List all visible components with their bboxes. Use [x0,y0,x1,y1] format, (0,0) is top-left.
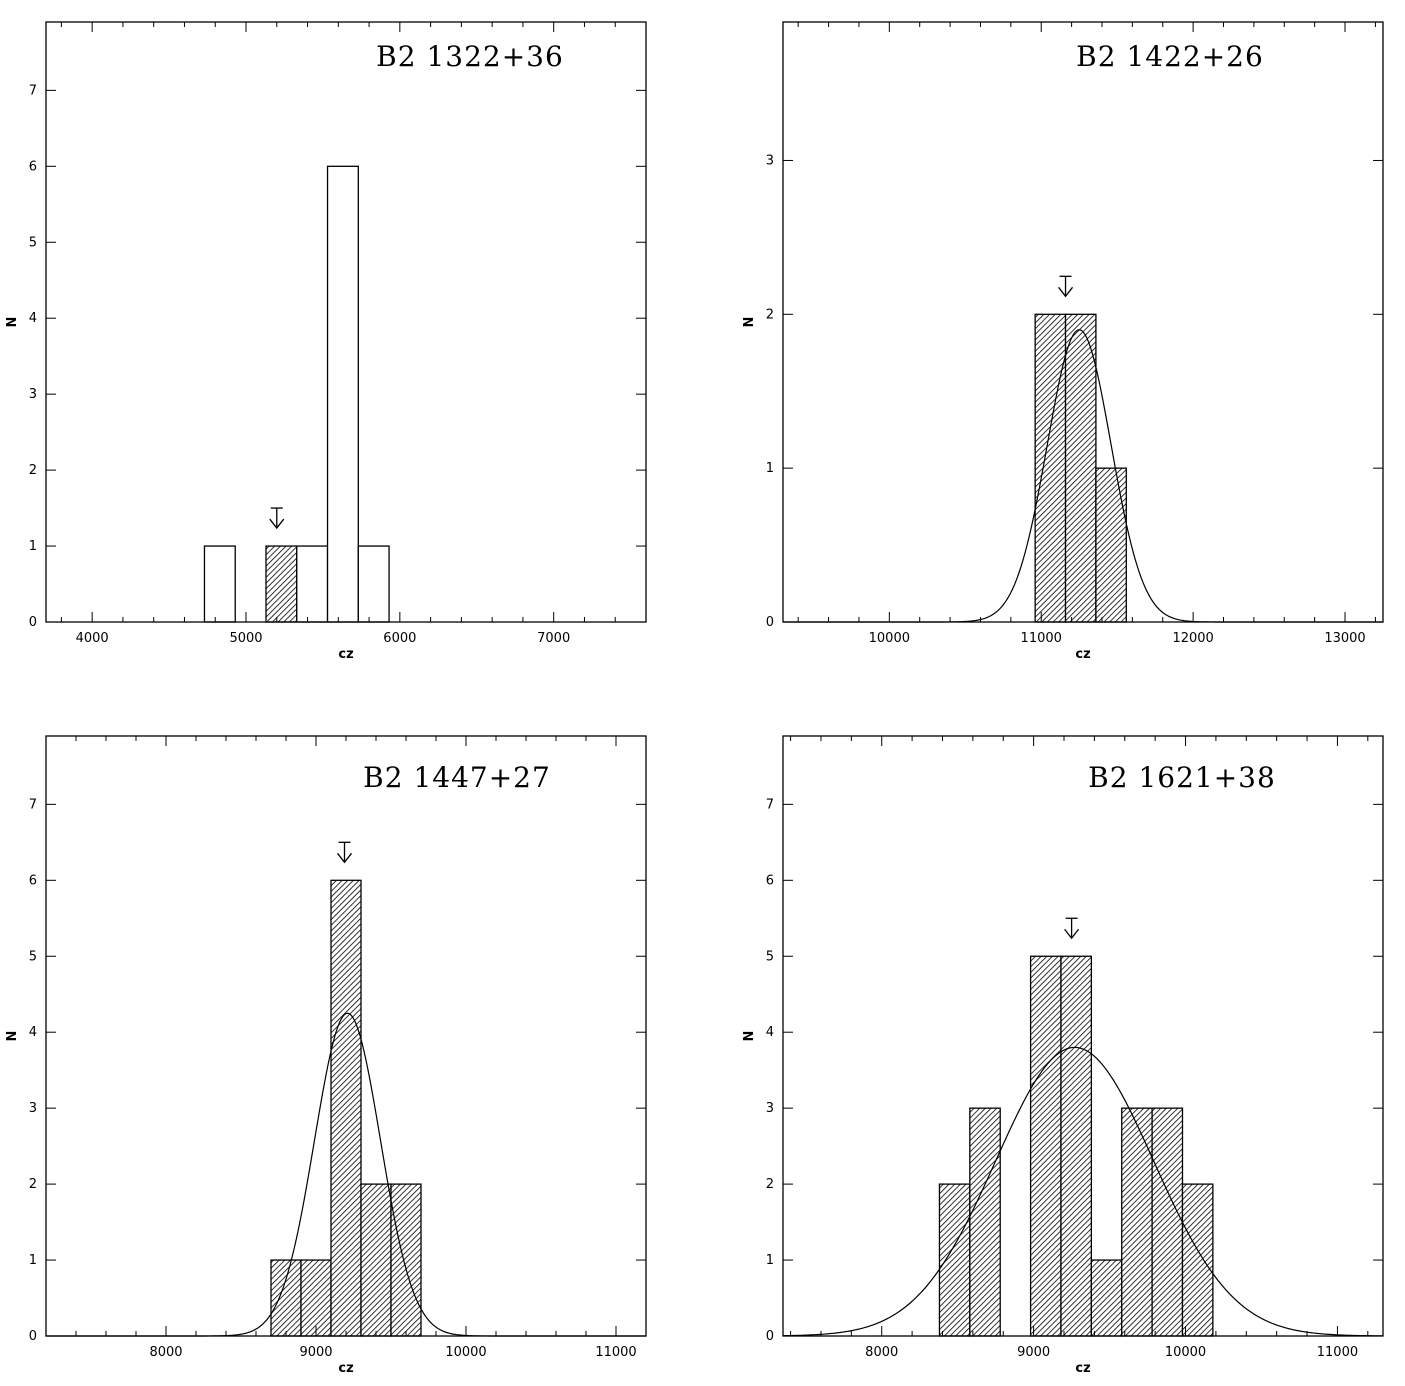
y-axis-label: N [742,1031,757,1042]
histogram-bar [265,545,298,623]
arrow-head [1064,928,1080,940]
y-tick-label: 3 [29,387,37,402]
histogram-bar [1121,1107,1153,1337]
histogram-bar [360,1183,392,1337]
y-tick-label: 3 [766,1101,774,1116]
x-tick-label: 8000 [149,1345,182,1360]
y-tick-label: 2 [29,1177,37,1192]
histogram-bar [1151,1107,1184,1337]
down-arrow-marker [336,841,353,864]
y-tick-label: 1 [766,461,774,476]
y-axis-label: N [742,317,757,328]
chart-panel-1: 0 1 2 3 4 5 6 7 4000 5000 6000 7000 cz N B2 1322+36 [5,21,647,662]
x-tick-label: 10000 [445,1345,486,1360]
x-axis-label: cz [338,647,353,662]
chart-panel-4: 0 1 2 3 4 5 6 7 8000 9000 10000 11000 cz N B2 1621+38 [742,735,1384,1376]
histogram-bar [1090,1259,1123,1337]
plot-frame [782,735,1384,1337]
histogram-bar [330,879,362,1337]
y-tick-label: 3 [766,153,774,168]
histogram-bar [969,1107,1001,1337]
y-axis-label: N [5,317,20,328]
histogram-bar [1064,313,1097,623]
x-tick-label: 7000 [537,631,570,646]
panel-title: B2 1621+38 [1088,761,1276,794]
y-tick-label: 7 [766,797,774,812]
y-tick-label: 6 [766,873,774,888]
down-arrow-marker [269,507,285,530]
x-tick-label: 6000 [383,631,416,646]
x-axis-label: cz [1075,647,1090,662]
x-tick-label: 12000 [1172,631,1213,646]
arrow-head [336,852,353,864]
histogram-bar [1034,313,1067,623]
histogram-bar [1029,955,1062,1337]
histogram-bar [203,545,236,623]
y-tick-label: 0 [29,615,37,630]
y-tick-label: 5 [29,949,37,964]
arrow-head [269,518,285,530]
y-tick-label: 0 [766,615,774,630]
x-axis-label: cz [1075,1361,1090,1376]
y-tick-label: 1 [29,539,37,554]
histogram-bar [326,165,359,623]
chart-panel-3: 0 1 2 3 4 5 6 7 8000 9000 10000 11000 cz N B2 1447+27 [5,735,647,1376]
x-tick-label: 11000 [1317,1345,1358,1360]
plot-frame [45,21,647,623]
y-tick-label: 4 [766,1025,774,1040]
y-tick-label: 6 [29,873,37,888]
x-axis-label: cz [338,1361,353,1376]
y-tick-label: 3 [29,1101,37,1116]
histogram-bar [1181,1183,1214,1337]
histogram-bar [270,1259,302,1337]
panel-title: B2 1422+26 [1076,40,1264,73]
y-tick-label: 2 [766,307,774,322]
y-tick-label: 7 [29,83,37,98]
panel-title: B2 1322+36 [376,40,564,73]
histogram-bar [300,1259,332,1337]
y-tick-label: 7 [29,797,37,812]
y-tick-label: 5 [29,235,37,250]
x-tick-label: 11000 [595,1345,636,1360]
histogram-bar [1060,955,1093,1337]
histogram-bar [296,545,329,623]
x-tick-label: 9000 [1017,1345,1050,1360]
panel-title: B2 1447+27 [363,761,551,794]
x-tick-label: 4000 [76,631,109,646]
y-tick-label: 6 [29,159,37,174]
x-tick-label: 11000 [1021,631,1062,646]
gaussian-fit-curve [782,1046,1384,1337]
y-tick-label: 5 [766,949,774,964]
y-tick-label: 4 [29,311,37,326]
histogram-bar [357,545,390,623]
down-arrow-marker [1058,275,1074,298]
x-tick-label: 5000 [229,631,262,646]
arrow-head [1058,286,1074,298]
histogram-bar [1095,467,1127,623]
x-tick-label: 8000 [865,1345,898,1360]
plot-frame [782,21,1384,623]
y-tick-label: 4 [29,1025,37,1040]
y-axis-label: N [5,1031,20,1042]
y-tick-label: 1 [29,1253,37,1268]
x-tick-label: 9000 [299,1345,332,1360]
x-tick-label: 10000 [1165,1345,1206,1360]
y-tick-label: 0 [29,1329,37,1344]
down-arrow-marker [1064,917,1080,940]
chart-panel-2: 0 1 2 3 10000 11000 12000 13000 cz N B2 1422+26 [742,21,1384,662]
y-tick-label: 2 [29,463,37,478]
y-tick-label: 2 [766,1177,774,1192]
y-tick-label: 1 [766,1253,774,1268]
x-tick-label: 13000 [1324,631,1365,646]
histogram-bar [938,1183,971,1337]
histogram-bar [390,1183,422,1337]
x-tick-label: 10000 [869,631,910,646]
y-tick-label: 0 [766,1329,774,1344]
